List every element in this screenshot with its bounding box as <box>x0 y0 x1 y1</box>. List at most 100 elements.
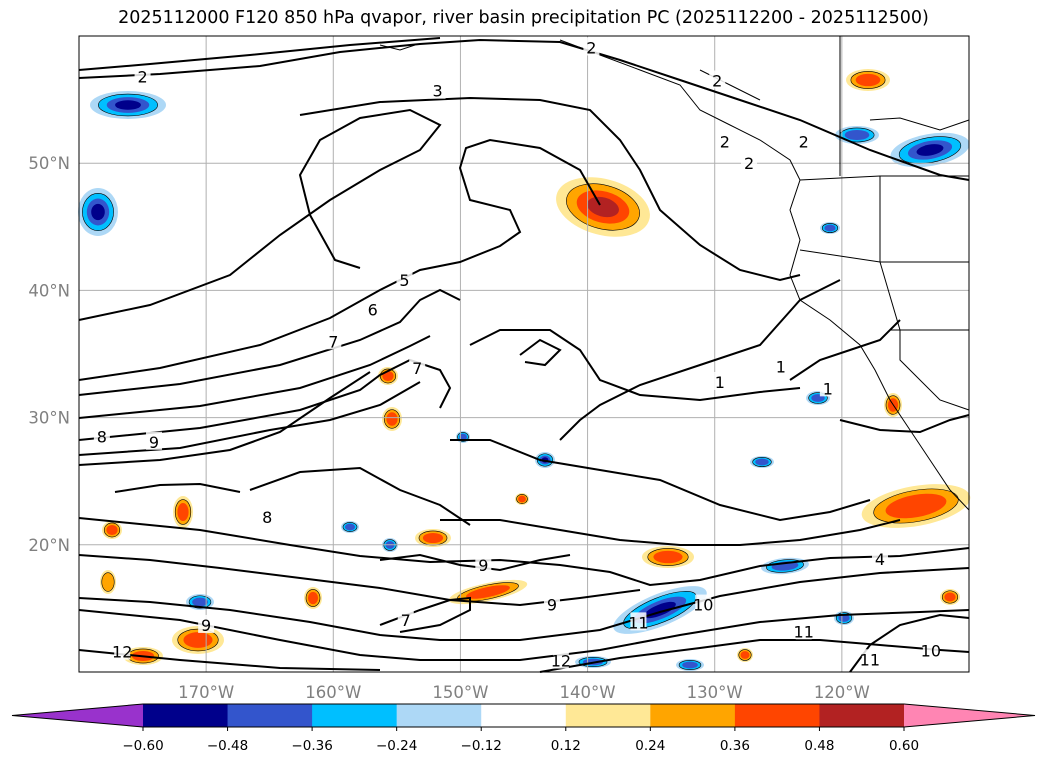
coastline <box>799 249 969 263</box>
qvapor-contour <box>78 381 421 456</box>
contour-label: 9 <box>149 433 159 452</box>
qvapor-contour <box>78 371 371 466</box>
qvapor-contour <box>299 96 801 282</box>
colorbar-bin <box>565 704 651 727</box>
qvapor-contour <box>469 329 801 402</box>
precip-blob <box>642 546 694 568</box>
qvapor-contour <box>78 358 452 441</box>
contour-label: 4 <box>875 550 885 569</box>
x-tick-label: 160°W <box>305 683 361 702</box>
qvapor-contour <box>78 335 431 419</box>
contour-label: 12 <box>112 643 132 662</box>
contour-label: 7 <box>412 359 422 378</box>
precip-blob <box>341 521 359 533</box>
colorbar-bin <box>312 704 398 727</box>
x-tick-label: 140°W <box>560 683 616 702</box>
contour-label: 2 <box>744 154 754 173</box>
precip-blob-baja <box>861 484 971 528</box>
contour-label: 1 <box>776 358 786 377</box>
precip-blob-pnw <box>556 177 650 237</box>
contour-label: 8 <box>97 428 107 447</box>
contour-label: 9 <box>201 616 211 635</box>
qvapor-contour <box>78 37 441 71</box>
contour-label: 5 <box>399 271 409 290</box>
colorbar-tick-label: −0.24 <box>376 738 417 754</box>
colorbar-tick-label: 0.48 <box>804 738 834 754</box>
precip-blob <box>676 659 704 671</box>
contour-label: 3 <box>432 82 442 101</box>
qvapor-contour <box>78 288 461 396</box>
contour-label: 7 <box>328 332 338 351</box>
coastline <box>699 69 761 101</box>
precip-blob <box>382 407 402 431</box>
chart-title: 2025112000 F120 850 hPa qvapor, river ba… <box>118 8 929 28</box>
qvapor-contour <box>559 279 841 441</box>
qvapor-contour <box>78 138 601 381</box>
qvapor-contour <box>450 439 871 522</box>
colorbar-bin <box>396 704 482 727</box>
colorbar-tick-label: 0.12 <box>551 738 581 754</box>
contour-label: 10 <box>921 641 941 660</box>
coastline <box>869 117 970 131</box>
contour-label: 8 <box>262 508 272 527</box>
precip-blob <box>415 529 451 547</box>
precip-blob <box>173 496 193 528</box>
contour-label: 10 <box>693 596 713 615</box>
precip-blob <box>820 222 840 234</box>
contour-label: 2 <box>712 72 722 91</box>
qvapor-contour <box>78 38 970 181</box>
y-tick-label: 40°N <box>28 281 70 300</box>
contour-label: 9 <box>547 596 557 615</box>
colorbar-tick-label: −0.12 <box>461 738 502 754</box>
precip-blob <box>456 431 470 443</box>
colorbar-tick-label: −0.48 <box>207 738 248 754</box>
colorbar: −0.60 −0.48 −0.36 −0.24 −0.12 0.12 0.24 0.36 0.4… <box>11 703 1036 754</box>
colorbar-extend-min <box>12 704 143 727</box>
precip-blob <box>834 611 854 625</box>
contour-label: 11 <box>794 622 814 641</box>
colorbar-extend-max <box>904 704 1035 727</box>
x-tick-label: 130°W <box>687 683 743 702</box>
y-tick-label: 50°N <box>28 154 70 173</box>
qvapor-contour <box>789 319 901 381</box>
y-tick-label: 20°N <box>28 536 70 555</box>
colorbar-tick-label: 0.36 <box>720 738 750 754</box>
coastline <box>879 261 970 411</box>
contour-label: 1 <box>715 373 725 392</box>
coastline <box>379 44 416 51</box>
colorbar-tick-label: 0.60 <box>889 738 919 754</box>
x-tick-label: 170°W <box>178 683 234 702</box>
precip-blob <box>100 570 116 594</box>
colorbar-bin <box>734 704 820 727</box>
contour-label: 2 <box>586 38 596 57</box>
colorbar-tick-label: 0.24 <box>635 738 665 754</box>
colorbar-bin <box>227 704 313 727</box>
precip-blob <box>78 188 118 236</box>
precip-blob-canada <box>846 69 890 91</box>
qvapor-contour <box>379 596 471 633</box>
colorbar-bin <box>143 704 229 727</box>
precip-blob-bc <box>890 132 970 168</box>
precip-blob <box>172 626 224 654</box>
x-tick-label: 150°W <box>432 683 488 702</box>
precip-blob <box>304 587 322 609</box>
qvapor-contour <box>78 554 641 607</box>
contour-label: 11 <box>628 613 648 632</box>
contour-label: 2 <box>799 133 809 152</box>
contour-label: 9 <box>478 556 488 575</box>
contour-label: 2 <box>720 133 730 152</box>
qvapor-contour <box>839 414 970 434</box>
precip-blob <box>102 521 122 539</box>
qvapor-contour <box>519 338 562 367</box>
colorbar-bin <box>819 704 905 727</box>
qvapor-contour <box>78 567 970 641</box>
colorbar-bin <box>481 704 567 727</box>
precip-blob <box>378 367 398 385</box>
contour-label: 7 <box>401 611 411 630</box>
contour-label: 1 <box>823 379 833 398</box>
contour-label: 11 <box>860 650 880 669</box>
qvapor-contour <box>78 108 442 321</box>
coastline <box>559 39 970 511</box>
qvapor-contour <box>114 482 241 493</box>
qvapor-contour <box>249 466 471 526</box>
